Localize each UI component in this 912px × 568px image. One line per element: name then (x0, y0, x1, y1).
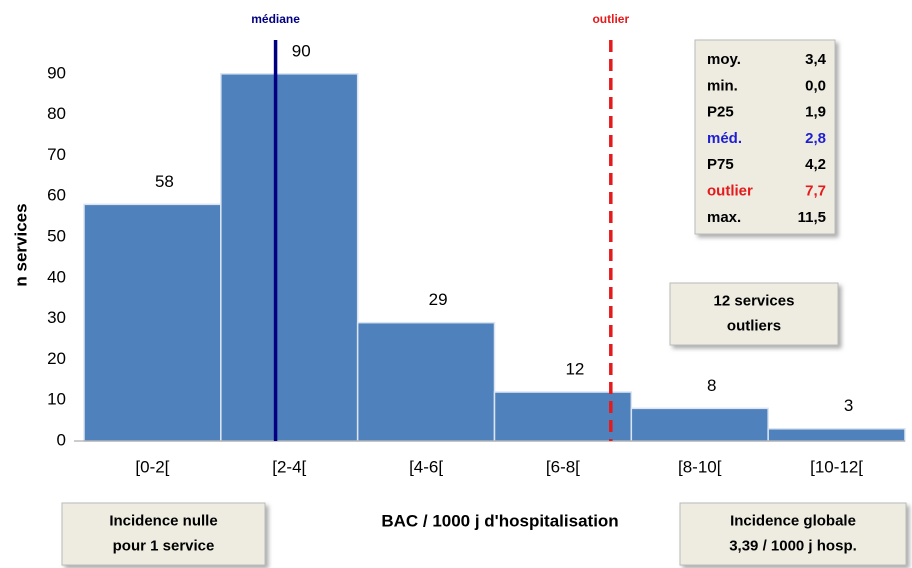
x-axis-title: BAC / 1000 j d'hospitalisation (381, 511, 618, 530)
note-text: 12 services (714, 292, 795, 309)
note-text: pour 1 service (113, 537, 215, 554)
note-text: Incidence globale (730, 512, 856, 529)
stat-label: P75 (707, 156, 734, 173)
note-box (61, 502, 266, 566)
stat-label: moy. (707, 51, 741, 68)
marker-label: outlier (592, 12, 629, 26)
x-tick-label: [8-10[ (678, 457, 722, 476)
x-tick-label: [0-2[ (135, 457, 169, 476)
stat-value: 0,0 (805, 77, 826, 94)
note-box (679, 502, 907, 566)
stat-label: min. (707, 77, 738, 94)
y-tick-label: 0 (57, 430, 66, 449)
y-axis-title: n services (11, 203, 30, 286)
value-label: 29 (429, 290, 448, 309)
bar (83, 203, 222, 442)
stat-value: 11,5 (798, 209, 826, 226)
note-text: 3,39 / 1000 j hosp. (729, 537, 857, 554)
bar (767, 428, 906, 442)
x-tick-label: [6-8[ (546, 457, 580, 476)
bar (220, 73, 359, 442)
stats-box (694, 39, 836, 235)
x-tick-label: [4-6[ (409, 457, 443, 476)
y-tick-label: 20 (47, 349, 66, 368)
stat-label: outlier (707, 182, 753, 199)
value-label: 3 (844, 396, 853, 415)
stat-value: 3,4 (805, 51, 827, 68)
marker-label: médiane (251, 12, 300, 26)
y-tick-label: 40 (47, 267, 66, 286)
y-tick-label: 30 (47, 308, 66, 327)
x-tick-label: [2-4[ (272, 457, 306, 476)
bar (356, 321, 496, 442)
stat-value: 4,2 (805, 156, 826, 173)
stat-value: 1,9 (805, 104, 826, 121)
y-tick-label: 90 (47, 63, 66, 82)
y-tick-label: 50 (47, 226, 66, 245)
stat-label: P25 (707, 104, 734, 121)
stat-value: 2,8 (805, 130, 826, 147)
bar (493, 391, 633, 442)
value-label: 58 (155, 172, 174, 191)
stat-value: 7,7 (805, 182, 826, 199)
note-box (669, 282, 839, 346)
y-tick-label: 70 (47, 145, 66, 164)
value-label: 8 (707, 376, 716, 395)
note-text: outliers (727, 317, 781, 334)
y-tick-label: 60 (47, 186, 66, 205)
value-label: 12 (565, 360, 584, 379)
y-tick-label: 10 (47, 390, 66, 409)
value-label: 90 (292, 41, 311, 60)
stat-label: max. (707, 209, 741, 226)
x-tick-label: [10-12[ (810, 457, 863, 476)
bar (630, 407, 769, 442)
stat-label: méd. (707, 130, 742, 147)
y-tick-label: 80 (47, 104, 66, 123)
note-text: Incidence nulle (109, 512, 217, 529)
